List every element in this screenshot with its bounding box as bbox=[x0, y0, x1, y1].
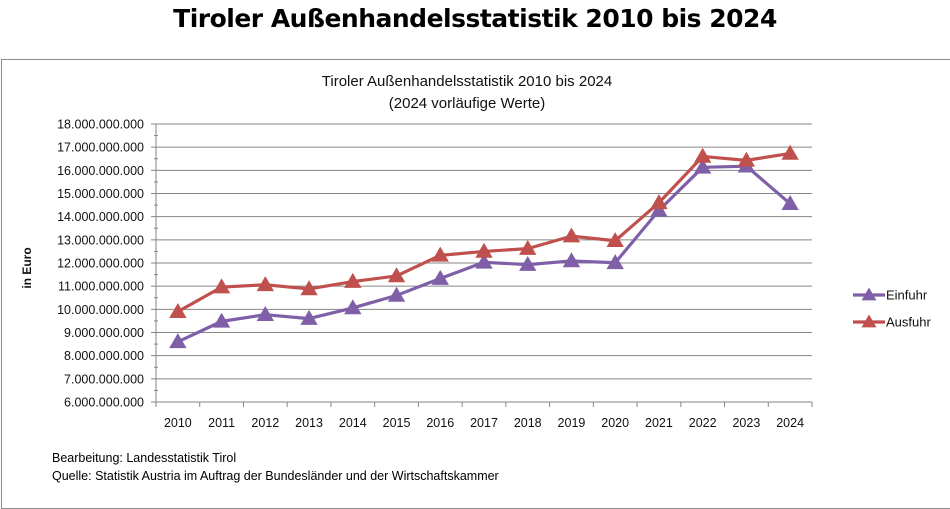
y-tick-label: 17.000.000.000 bbox=[57, 141, 144, 155]
y-tick-label: 15.000.000.000 bbox=[57, 187, 144, 201]
x-tick-label: 2024 bbox=[776, 416, 804, 430]
x-tick-label: 2016 bbox=[426, 416, 454, 430]
y-tick-label: 13.000.000.000 bbox=[57, 233, 144, 247]
ausfuhr-point bbox=[169, 302, 187, 318]
einfuhr-point bbox=[387, 286, 406, 302]
einfuhr-point bbox=[606, 254, 624, 270]
x-tick-label: 2010 bbox=[164, 416, 192, 430]
einfuhr-point bbox=[344, 299, 362, 315]
y-tick-label: 16.000.000.000 bbox=[57, 164, 144, 178]
einfuhr-point bbox=[781, 195, 799, 210]
einfuhr-point bbox=[519, 255, 537, 271]
ausfuhr-point bbox=[300, 280, 318, 296]
einfuhr-point bbox=[475, 253, 493, 269]
ausfuhr-point bbox=[387, 267, 406, 283]
ausfuhr-point bbox=[650, 194, 668, 210]
chart-subtitle: (2024 vorläufige Werte) bbox=[389, 95, 545, 112]
ausfuhr-point bbox=[693, 147, 712, 163]
einfuhr-point bbox=[562, 252, 581, 268]
y-tick-label: 8.000.000.000 bbox=[64, 349, 144, 363]
x-tick-label: 2023 bbox=[732, 416, 760, 430]
x-tick-label: 2019 bbox=[558, 416, 586, 430]
legend-label: Ausfuhr bbox=[886, 315, 931, 330]
y-tick-label: 12.000.000.000 bbox=[57, 257, 144, 271]
footer-source: Quelle: Statistik Austria im Auftrag der… bbox=[52, 469, 499, 483]
ausfuhr-point bbox=[606, 232, 624, 248]
legend-marker-triangle-icon bbox=[861, 314, 877, 328]
y-tick-label: 6.000.000.000 bbox=[64, 396, 144, 410]
legend-item-ausfuhr: Ausfuhr bbox=[853, 315, 931, 330]
x-tick-label: 2015 bbox=[383, 416, 411, 430]
einfuhr-point bbox=[169, 333, 187, 349]
ausfuhr-point bbox=[431, 246, 449, 262]
legend-marker-triangle-icon bbox=[861, 287, 877, 301]
legend-label: Einfuhr bbox=[886, 288, 928, 303]
einfuhr-point bbox=[650, 201, 668, 217]
y-tick-label: 14.000.000.000 bbox=[57, 210, 144, 224]
ausfuhr-point bbox=[212, 278, 231, 294]
einfuhr-point bbox=[431, 269, 449, 285]
x-tick-label: 2020 bbox=[601, 416, 629, 430]
ausfuhr-point bbox=[562, 227, 581, 243]
ausfuhr-point bbox=[737, 151, 756, 167]
y-tick-label: 7.000.000.000 bbox=[64, 372, 144, 386]
x-tick-label: 2022 bbox=[689, 416, 717, 430]
y-axis-label: in Euro bbox=[20, 247, 34, 288]
x-tick-label: 2017 bbox=[470, 416, 498, 430]
ausfuhr-point bbox=[475, 242, 493, 258]
chart-title: Tiroler Außenhandelsstatistik 2010 bis 2… bbox=[322, 73, 612, 90]
einfuhr-point bbox=[693, 158, 712, 174]
y-tick-label: 9.000.000.000 bbox=[64, 326, 144, 340]
ausfuhr-point bbox=[344, 272, 362, 288]
x-tick-label: 2018 bbox=[514, 416, 542, 430]
legend-item-einfuhr: Einfuhr bbox=[853, 288, 928, 303]
ausfuhr-point bbox=[781, 144, 799, 160]
x-tick-label: 2014 bbox=[339, 416, 367, 430]
x-tick-label: 2021 bbox=[645, 416, 673, 430]
einfuhr-point bbox=[300, 309, 318, 325]
einfuhr-point bbox=[212, 312, 231, 328]
y-tick-label: 18.000.000.000 bbox=[57, 118, 144, 132]
line-chart: Tiroler Außenhandelsstatistik 2010 bis 2… bbox=[20, 73, 931, 430]
y-tick-label: 10.000.000.000 bbox=[57, 303, 144, 317]
page-title: Tiroler Außenhandelsstatistik 2010 bis 2… bbox=[173, 4, 777, 33]
ausfuhr-point bbox=[256, 276, 275, 292]
x-tick-label: 2011 bbox=[208, 416, 235, 430]
footer-processing: Bearbeitung: Landesstatistik Tirol bbox=[52, 451, 237, 465]
ausfuhr-point bbox=[519, 239, 537, 255]
x-tick-label: 2013 bbox=[295, 416, 323, 430]
y-tick-label: 11.000.000.000 bbox=[58, 280, 144, 294]
series-einfuhr bbox=[169, 157, 799, 349]
einfuhr-point bbox=[256, 305, 275, 321]
x-tick-label: 2012 bbox=[251, 416, 279, 430]
series-ausfuhr bbox=[169, 144, 799, 318]
